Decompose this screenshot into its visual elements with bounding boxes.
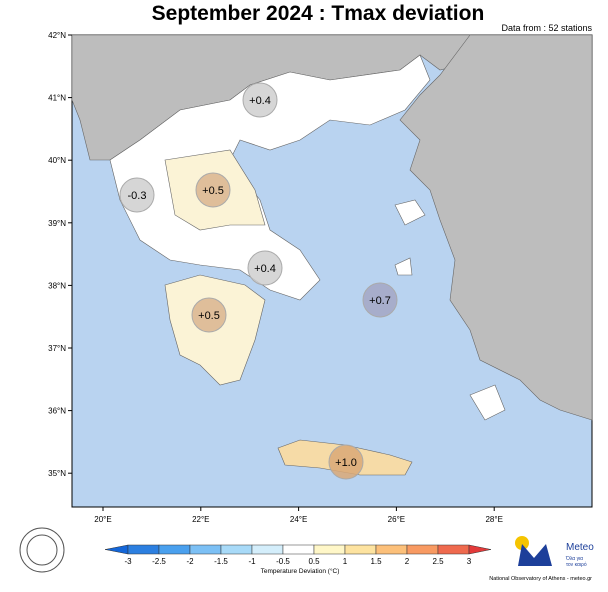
colorbar-tick: -2.5 (152, 557, 166, 566)
seal-inner (26, 534, 58, 566)
colorbar-tick: -1.5 (214, 557, 228, 566)
colorbar-tick: 2 (405, 557, 410, 566)
latitude-label: 37°N (48, 344, 66, 353)
colorbar-tick: 1.5 (370, 557, 382, 566)
title: September 2024 : Tmax deviation (152, 2, 485, 25)
logo-tagline: τον καιρό (566, 561, 587, 568)
credit: National Observatory of Athens - meteo.g… (489, 576, 592, 582)
longitude-label: 22°E (192, 515, 209, 524)
colorbar-tick: 3 (467, 557, 472, 566)
logo-tagline: Όλα για (565, 556, 583, 562)
mainland (109, 54, 431, 301)
region-marker (195, 172, 231, 208)
colorbar-tick: -0.5 (276, 557, 290, 566)
subtitle: Data from : 52 stations (501, 23, 592, 33)
colorbar-cell (251, 544, 284, 555)
longitude-label: 28°E (485, 515, 502, 524)
colorbar-cell (313, 544, 346, 555)
seal (19, 527, 65, 573)
region-marker (362, 282, 398, 318)
colorbar-cell (437, 544, 470, 555)
region-marker (191, 297, 227, 333)
latitude-label: 42°N (48, 31, 66, 40)
longitude-label: 24°E (290, 515, 307, 524)
colorbar-arrow (104, 544, 129, 555)
region-value: +0.5 (198, 310, 220, 322)
colorbar-label: Temperature Deviation (°C) (261, 567, 340, 575)
colorbar-cell (127, 544, 160, 555)
region-value: +0.5 (202, 185, 224, 197)
colorbar-cell (375, 544, 408, 555)
region-value: +0.7 (369, 295, 391, 307)
islands (394, 199, 506, 421)
colorbar-cell (158, 544, 191, 555)
region-marker (242, 82, 278, 118)
logo-sun (515, 536, 529, 550)
region-marker (119, 177, 155, 213)
latitude-label: 38°N (48, 281, 66, 290)
colorbar-arrow (468, 544, 492, 555)
colorbar-tick: -1 (248, 557, 256, 566)
latitude-label: 39°N (48, 219, 66, 228)
colorbar-tick: 0.5 (308, 557, 320, 566)
logo-m (518, 544, 552, 566)
turkey (399, 34, 593, 421)
latitude-label: 35°N (48, 469, 66, 478)
land (71, 34, 593, 476)
colorbar-tick: 1 (343, 557, 348, 566)
longitude-label: 26°E (388, 515, 405, 524)
region-value: -0.3 (128, 190, 147, 202)
colorbar-cell (406, 544, 439, 555)
region-marker (328, 444, 364, 480)
latitude-label: 36°N (48, 407, 66, 416)
region-marker (247, 250, 283, 286)
latitude-label: 41°N (48, 94, 66, 103)
colorbar-tick: -3 (124, 557, 132, 566)
colorbar-cell (344, 544, 377, 555)
colorbar-cell (220, 544, 253, 555)
longitude-label: 20°E (94, 515, 111, 524)
region-value: +1.0 (335, 457, 357, 469)
colorbar-tick: 2.5 (432, 557, 444, 566)
colorbar-tick: -2 (186, 557, 194, 566)
colorbar-cell (282, 544, 315, 555)
colorbar-cell (189, 544, 222, 555)
latitude-label: 40°N (48, 156, 66, 165)
region-value: +0.4 (254, 263, 276, 275)
region-value: +0.4 (249, 95, 271, 107)
logo-name: Meteo (566, 542, 594, 553)
